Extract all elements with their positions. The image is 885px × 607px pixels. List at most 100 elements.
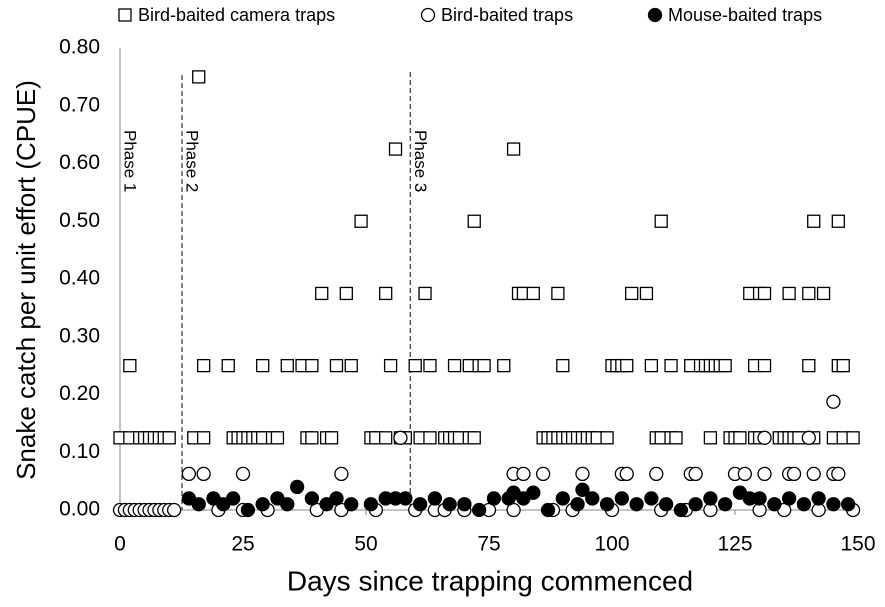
point (166, 502, 182, 518)
point (192, 70, 206, 84)
y-tick-label: 0.10 (59, 440, 100, 463)
point (398, 491, 413, 506)
point (688, 497, 703, 512)
point (556, 358, 570, 373)
point (354, 214, 368, 228)
point (442, 497, 457, 512)
point (826, 394, 841, 409)
point (658, 497, 674, 512)
point (796, 497, 812, 512)
point (639, 286, 654, 301)
y-tick-label: 0.00 (59, 498, 100, 521)
point (654, 214, 668, 228)
point (526, 286, 540, 301)
point (625, 286, 639, 301)
point (802, 286, 816, 301)
point (270, 431, 285, 445)
point (412, 497, 428, 512)
point (393, 430, 408, 445)
point (344, 358, 358, 373)
point (802, 358, 816, 373)
point (575, 482, 590, 497)
point (673, 502, 689, 518)
y-tick-label: 0.70 (59, 93, 100, 116)
point (826, 497, 841, 512)
point (363, 497, 379, 512)
point (408, 358, 422, 373)
point (467, 431, 481, 445)
y-tick-label: 0.50 (59, 209, 100, 232)
point (477, 358, 491, 373)
point (196, 358, 211, 373)
point (191, 497, 206, 512)
point (669, 431, 683, 445)
point (767, 497, 782, 512)
point (379, 431, 393, 445)
point (196, 466, 211, 482)
point (757, 466, 772, 482)
x-tick-label: 50 (354, 533, 377, 556)
point (467, 214, 481, 228)
point (703, 491, 718, 506)
point (664, 358, 678, 373)
point (427, 491, 443, 506)
point (329, 358, 344, 373)
legend-marker (118, 8, 132, 22)
point (555, 491, 570, 506)
point (831, 214, 845, 228)
point (620, 358, 634, 373)
x-tick-label: 150 (840, 533, 875, 556)
legend-label: Bird-baited camera traps (138, 5, 335, 25)
point (585, 491, 600, 506)
point (240, 502, 256, 518)
phase-label: Phase 2 (183, 130, 202, 192)
point (123, 358, 137, 373)
point (737, 466, 752, 482)
point (305, 431, 319, 445)
point (315, 286, 329, 301)
point (418, 286, 432, 301)
point (733, 431, 747, 445)
point (688, 466, 703, 482)
x-tick-label: 25 (231, 533, 254, 556)
x-tick-label: 100 (594, 533, 629, 556)
point (526, 485, 541, 500)
point (447, 358, 462, 373)
point (324, 431, 339, 445)
point (235, 466, 251, 482)
legend-marker (647, 7, 663, 23)
point (806, 466, 821, 482)
x-axis-label: Days since trapping commenced (287, 565, 693, 596)
point (221, 358, 235, 373)
point (841, 497, 856, 512)
point (649, 466, 664, 482)
point (807, 214, 821, 228)
point (388, 142, 403, 156)
point (329, 491, 344, 506)
point (811, 491, 826, 506)
point (423, 358, 437, 373)
y-tick-label: 0.30 (59, 324, 100, 347)
phase-label: Phase 3 (411, 130, 430, 192)
point (457, 497, 472, 512)
point (786, 466, 802, 482)
x-tick-label: 125 (717, 533, 752, 556)
point (226, 491, 241, 506)
x-tick-label: 75 (477, 533, 500, 556)
phase-label: Phase 1 (121, 130, 140, 192)
point (280, 358, 294, 373)
point (703, 431, 718, 445)
point (255, 497, 270, 512)
legend-marker (420, 7, 436, 23)
point (497, 358, 511, 373)
point (831, 466, 846, 482)
point (599, 497, 615, 512)
point (816, 286, 831, 301)
point (423, 431, 437, 445)
point (600, 431, 614, 445)
point (535, 466, 551, 482)
point (619, 466, 634, 482)
point (181, 466, 197, 482)
legend-label: Mouse-baited traps (668, 5, 822, 25)
point (757, 430, 772, 445)
